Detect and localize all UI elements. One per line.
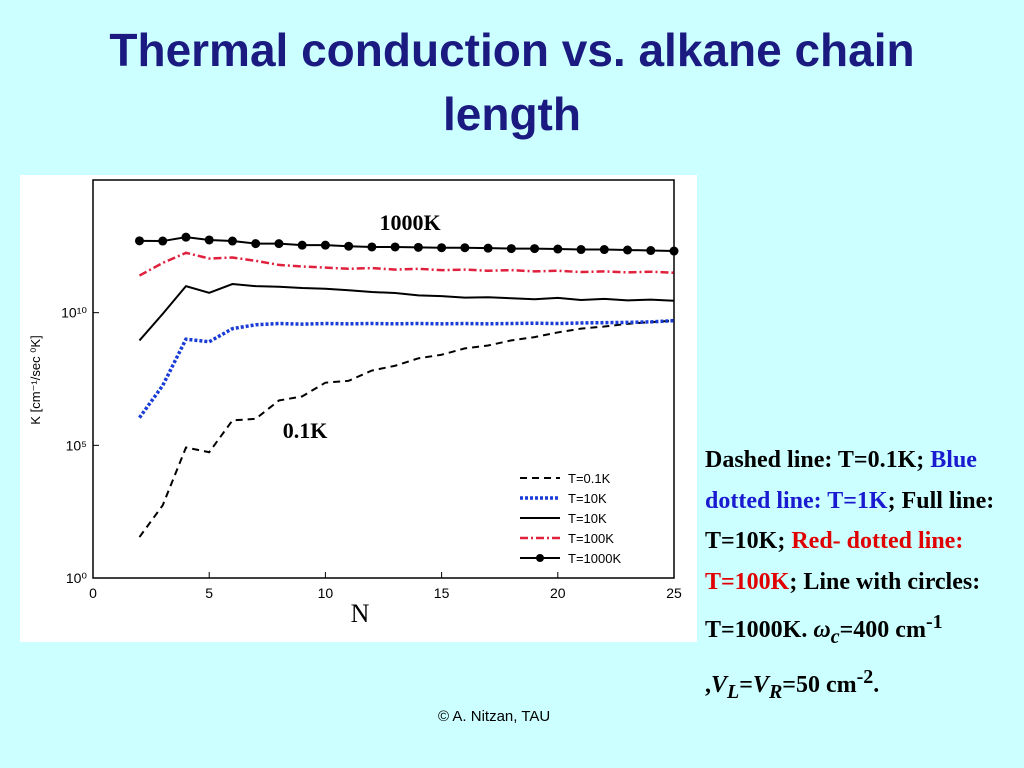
caption-text: ; Full line: T=10K; bbox=[705, 487, 995, 555]
series-marker bbox=[181, 232, 191, 242]
series-marker bbox=[158, 236, 168, 246]
caption-sub: c bbox=[830, 625, 840, 648]
annotation: 1000K bbox=[379, 210, 440, 235]
series-marker bbox=[204, 235, 214, 245]
series-marker bbox=[367, 242, 377, 252]
caption-blue: Blue dotted line: T=1K bbox=[705, 447, 977, 514]
caption-sup: -1 bbox=[925, 611, 943, 633]
series-marker bbox=[134, 236, 144, 246]
x-tick-label: 25 bbox=[666, 585, 682, 601]
x-tick-label: 20 bbox=[550, 585, 566, 601]
series-marker bbox=[251, 239, 261, 249]
plot-frame bbox=[92, 179, 675, 579]
series-marker bbox=[437, 243, 447, 253]
series-marker bbox=[530, 244, 540, 254]
series-marker bbox=[320, 240, 330, 250]
title-text: Thermal conduction vs. alkane chain leng… bbox=[109, 24, 915, 140]
caption-omega: ω bbox=[813, 617, 831, 643]
caption-sub: R bbox=[768, 681, 783, 704]
caption: Dashed line: T=0.1K; Blue dotted line: T… bbox=[705, 440, 1023, 713]
y-axis-label: K [cm⁻¹/sec ⁰K] bbox=[28, 335, 43, 424]
legend-label: T=100K bbox=[568, 531, 614, 546]
caption-text: Dashed line: T=0.1K; bbox=[705, 447, 931, 473]
series-marker bbox=[297, 240, 307, 250]
caption-var: V bbox=[711, 672, 728, 699]
x-axis-label: N bbox=[351, 599, 370, 628]
legend-label: T=10K bbox=[568, 491, 607, 506]
caption-sub: L bbox=[727, 681, 740, 704]
y-tick-label: 10¹⁰ bbox=[61, 305, 87, 321]
series-marker bbox=[413, 242, 423, 252]
series-marker bbox=[553, 244, 563, 254]
caption-text: ; Line with circles: T=1000K. bbox=[705, 568, 981, 644]
legend-label: T=1000K bbox=[568, 551, 621, 566]
caption-text: =400 cm bbox=[839, 617, 926, 643]
x-tick-label: 15 bbox=[434, 585, 450, 601]
caption-text: =50 cm bbox=[782, 672, 857, 699]
annotation: 0.1K bbox=[283, 418, 328, 443]
series-line bbox=[138, 283, 675, 342]
x-tick-label: 10 bbox=[318, 585, 334, 601]
legend-label: T=10K bbox=[568, 511, 607, 526]
legend-marker bbox=[536, 554, 544, 562]
series-marker bbox=[576, 245, 586, 255]
series-marker bbox=[646, 246, 656, 256]
series-marker bbox=[599, 245, 609, 255]
series-line bbox=[138, 251, 675, 277]
series-marker bbox=[506, 244, 516, 254]
y-tick-label: 10⁵ bbox=[66, 437, 87, 453]
series-marker bbox=[344, 241, 354, 251]
caption-text: . bbox=[873, 672, 880, 699]
series-marker bbox=[390, 242, 400, 252]
x-tick-label: 5 bbox=[205, 585, 213, 601]
y-tick-label: 10⁰ bbox=[66, 570, 88, 586]
series-line bbox=[138, 318, 675, 419]
caption-text: , bbox=[705, 672, 711, 699]
series-marker bbox=[460, 243, 470, 253]
caption-red: Red- dotted line: T=100K bbox=[705, 528, 964, 595]
caption-var: V bbox=[752, 672, 769, 699]
x-tick-label: 0 bbox=[89, 585, 97, 601]
series-line bbox=[138, 319, 675, 538]
series-marker bbox=[623, 245, 633, 255]
series-marker bbox=[274, 239, 284, 249]
series-marker bbox=[483, 243, 493, 253]
series-marker bbox=[669, 246, 679, 256]
footer: © A. Nitzan, TAU bbox=[438, 708, 551, 725]
series-marker bbox=[227, 236, 237, 246]
caption-sup: -2 bbox=[856, 666, 874, 689]
slide-title: Thermal conduction vs. alkane chain leng… bbox=[0, 18, 1024, 146]
caption-text: = bbox=[739, 672, 753, 699]
legend-label: T=0.1K bbox=[568, 471, 611, 486]
